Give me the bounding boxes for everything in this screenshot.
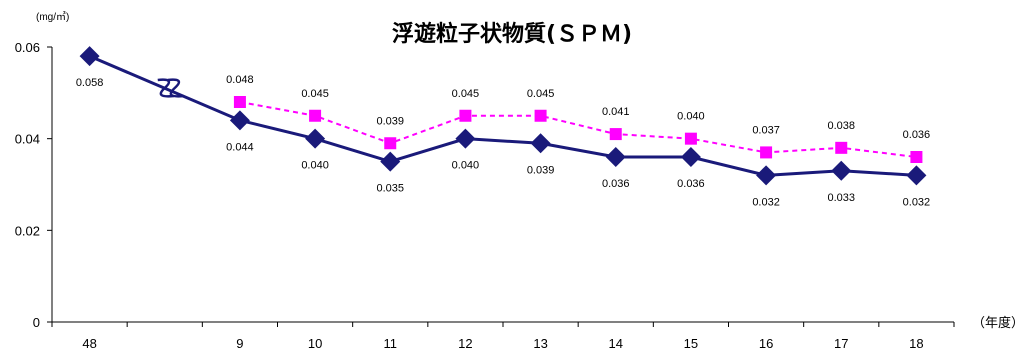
x-tick-label: 10	[308, 336, 322, 351]
series-0-point	[831, 160, 852, 181]
series-1-data-label: 0.041	[602, 106, 630, 118]
series-1-point	[910, 151, 923, 163]
series-1-data-label: 0.045	[301, 88, 329, 100]
series-0-data-label: 0.035	[376, 183, 404, 195]
series-1-data-label: 0.038	[827, 120, 855, 132]
x-tick-label: 16	[759, 336, 773, 351]
x-axis-unit: （年度）	[972, 315, 1024, 331]
series-1-data-label: 0.045	[527, 88, 555, 100]
x-tick-label: 17	[834, 336, 848, 351]
series-0-point	[79, 46, 100, 67]
series-0-data-label: 0.039	[527, 164, 555, 176]
axis-break-stroke	[167, 78, 184, 98]
series-1-point	[384, 137, 397, 150]
series-0-point	[680, 147, 701, 167]
series-layer	[79, 46, 927, 186]
series-0-data-label: 0.040	[301, 160, 329, 172]
series-1-point	[609, 128, 622, 141]
x-tick-label: 14	[609, 336, 623, 351]
x-tick-label: 11	[384, 336, 398, 351]
series-1-point	[760, 146, 773, 159]
series-1-point	[233, 96, 246, 108]
x-tick-label: 48	[82, 336, 96, 351]
series-0-point	[380, 151, 401, 172]
x-tick-label: 15	[684, 336, 698, 351]
y-axis-unit: (mg/㎥)	[36, 10, 69, 23]
series-0-point	[455, 128, 476, 149]
series-1-point	[534, 109, 547, 122]
series-0-data-label: 0.040	[452, 160, 480, 172]
x-tick-label: 12	[458, 336, 472, 351]
series-0-data-label: 0.036	[602, 178, 630, 190]
x-tick-label: 18	[909, 336, 923, 351]
series-1-data-label: 0.039	[376, 115, 404, 127]
series-0-point	[305, 128, 326, 149]
series-1-data-label: 0.048	[226, 74, 254, 86]
series-0-point	[605, 147, 626, 167]
series-0-data-label: 0.036	[677, 178, 705, 190]
y-tick-label: 0	[33, 315, 40, 330]
y-tick-label: 0.02	[15, 223, 40, 238]
series-1-line	[239, 101, 917, 158]
series-0-data-label: 0.044	[226, 141, 254, 153]
x-tick-label: 13	[533, 336, 547, 351]
series-1-point	[309, 109, 322, 122]
series-0-point	[530, 133, 551, 154]
series-1-point	[459, 109, 472, 122]
chart-title: 浮遊粒子状物質(ＳＰＭ)	[392, 21, 632, 47]
series-0-data-label: 0.033	[827, 192, 855, 204]
series-0-point	[229, 110, 250, 131]
series-1-data-label: 0.037	[752, 124, 780, 136]
series-0-data-label: 0.032	[903, 196, 931, 208]
series-0-point	[906, 165, 927, 186]
series-1-data-label: 0.045	[452, 88, 480, 100]
x-tick-label: 9	[236, 336, 243, 351]
series-1-point	[835, 141, 848, 154]
y-tick-label: 0.04	[15, 132, 40, 147]
data-labels: 0.058 0.044 0.040 0.035 0.040 0.039 0.036 0.036…	[76, 74, 930, 208]
series-0-point	[756, 165, 777, 186]
axes: 0 0.02 0.04 0.06 48 9 10 11 12 13 14 15 16 17 18	[15, 40, 955, 351]
series-1-data-label: 0.040	[677, 111, 705, 123]
y-tick-label: 0.06	[15, 40, 40, 55]
series-0-data-label: 0.032	[752, 196, 780, 208]
series-1-data-label: 0.036	[903, 129, 931, 141]
series-1-point	[684, 132, 697, 145]
series-0-data-label: 0.058	[76, 77, 104, 89]
